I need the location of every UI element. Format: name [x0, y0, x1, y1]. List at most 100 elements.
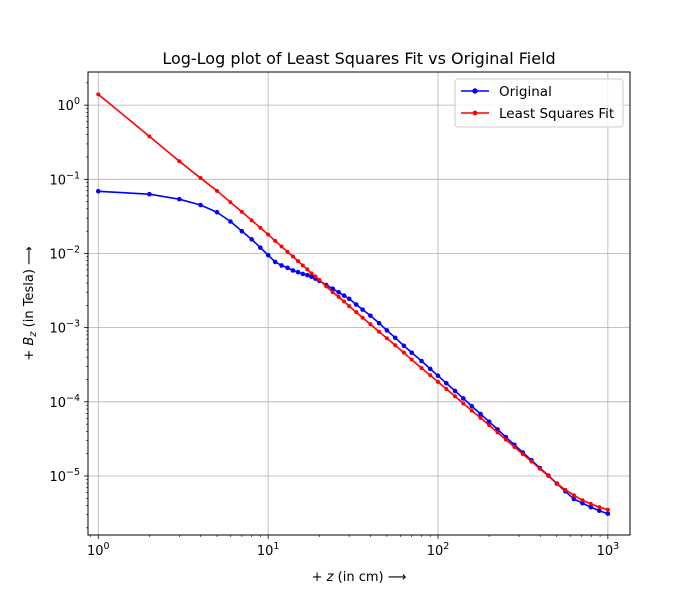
data-point — [324, 284, 329, 289]
data-point — [296, 259, 301, 264]
data-point — [486, 419, 492, 424]
data-point — [452, 388, 458, 394]
data-point — [239, 228, 245, 234]
data-point — [529, 459, 534, 464]
series-layer — [95, 92, 611, 516]
data-point — [290, 268, 296, 273]
data-point — [330, 290, 335, 295]
data-point — [401, 350, 406, 355]
ticks: 100 101 102 103 10−5 10−4 10−3 10−2 10−1 100 — [49, 82, 620, 559]
data-point — [309, 271, 314, 276]
data-point — [588, 504, 594, 510]
data-point — [272, 259, 278, 265]
data-point — [563, 487, 568, 492]
data-point — [341, 293, 347, 298]
legend-item: Least Squares Fit — [461, 106, 614, 122]
data-point — [571, 493, 576, 498]
series-1 — [95, 188, 611, 516]
data-point — [354, 310, 359, 315]
legend-label: Original — [499, 84, 552, 100]
data-point — [249, 237, 254, 242]
x-tick-label: 100 — [87, 541, 110, 559]
chart-title: Log-Log plot of Least Squares Fit vs Ori… — [162, 49, 555, 68]
data-point — [265, 252, 271, 258]
x-tick-label: 101 — [257, 541, 280, 559]
data-point — [487, 423, 492, 428]
data-point — [580, 500, 585, 506]
legend-swatch-marker — [472, 110, 478, 116]
data-point — [435, 379, 440, 384]
data-point — [384, 336, 389, 341]
data-point — [469, 403, 475, 409]
data-point — [336, 294, 341, 299]
data-point — [258, 225, 263, 230]
data-point — [342, 299, 347, 304]
data-point — [392, 335, 398, 341]
data-point — [605, 507, 610, 512]
y-tick-label: 10−1 — [49, 170, 80, 188]
data-point — [368, 322, 373, 327]
data-point — [453, 394, 458, 399]
data-point — [427, 366, 433, 372]
data-point — [215, 188, 220, 193]
data-point — [214, 209, 220, 215]
data-point — [419, 358, 424, 364]
data-point — [285, 265, 290, 271]
data-point — [444, 386, 449, 391]
data-point — [478, 411, 483, 417]
data-point — [588, 501, 593, 506]
data-point — [537, 466, 542, 471]
data-point — [503, 437, 508, 442]
legend-box — [454, 78, 624, 128]
x-axis-label: + z (in cm) ⟶ — [312, 570, 407, 585]
data-point — [401, 343, 407, 349]
data-point — [597, 508, 602, 514]
data-point — [147, 134, 152, 139]
legend: Original Least Squares Fit — [454, 78, 624, 128]
data-point — [409, 357, 414, 362]
data-point — [249, 218, 254, 223]
data-point — [279, 263, 284, 268]
y-axis-label: + Bz (in Tesla) ⟶ — [22, 246, 39, 360]
data-point — [571, 496, 577, 502]
data-point — [285, 249, 290, 254]
data-point — [309, 274, 314, 280]
data-point — [295, 269, 301, 275]
data-point — [597, 505, 602, 510]
data-point — [512, 444, 517, 449]
data-point — [279, 244, 284, 249]
series-line — [98, 190, 609, 515]
data-point — [228, 200, 233, 205]
data-point — [377, 329, 382, 334]
data-point — [605, 511, 611, 516]
x-tick-label: 102 — [427, 541, 450, 559]
data-point — [96, 92, 101, 97]
data-point — [290, 254, 295, 259]
data-point — [360, 315, 365, 320]
data-point — [304, 272, 310, 278]
y-tick-label: 10−4 — [49, 393, 80, 411]
data-point — [239, 209, 244, 214]
y-tick-label: 10−5 — [49, 467, 80, 485]
data-point — [300, 263, 305, 268]
data-point — [305, 267, 310, 272]
data-point — [428, 373, 433, 378]
data-point — [419, 366, 424, 371]
x-tick-label: 103 — [597, 541, 620, 559]
data-point — [313, 274, 318, 279]
data-point — [258, 245, 263, 250]
data-point — [469, 408, 474, 413]
series-2 — [96, 92, 610, 512]
data-point — [495, 430, 500, 435]
data-point — [384, 328, 390, 333]
data-point — [347, 304, 352, 309]
plot-frame — [87, 71, 631, 536]
data-point — [198, 176, 203, 181]
data-point — [435, 373, 441, 378]
data-point — [330, 286, 336, 292]
data-point — [376, 320, 382, 326]
y-tick-label: 10−3 — [49, 319, 80, 337]
data-point — [444, 380, 449, 386]
data-point — [461, 396, 466, 401]
data-point — [554, 481, 559, 486]
